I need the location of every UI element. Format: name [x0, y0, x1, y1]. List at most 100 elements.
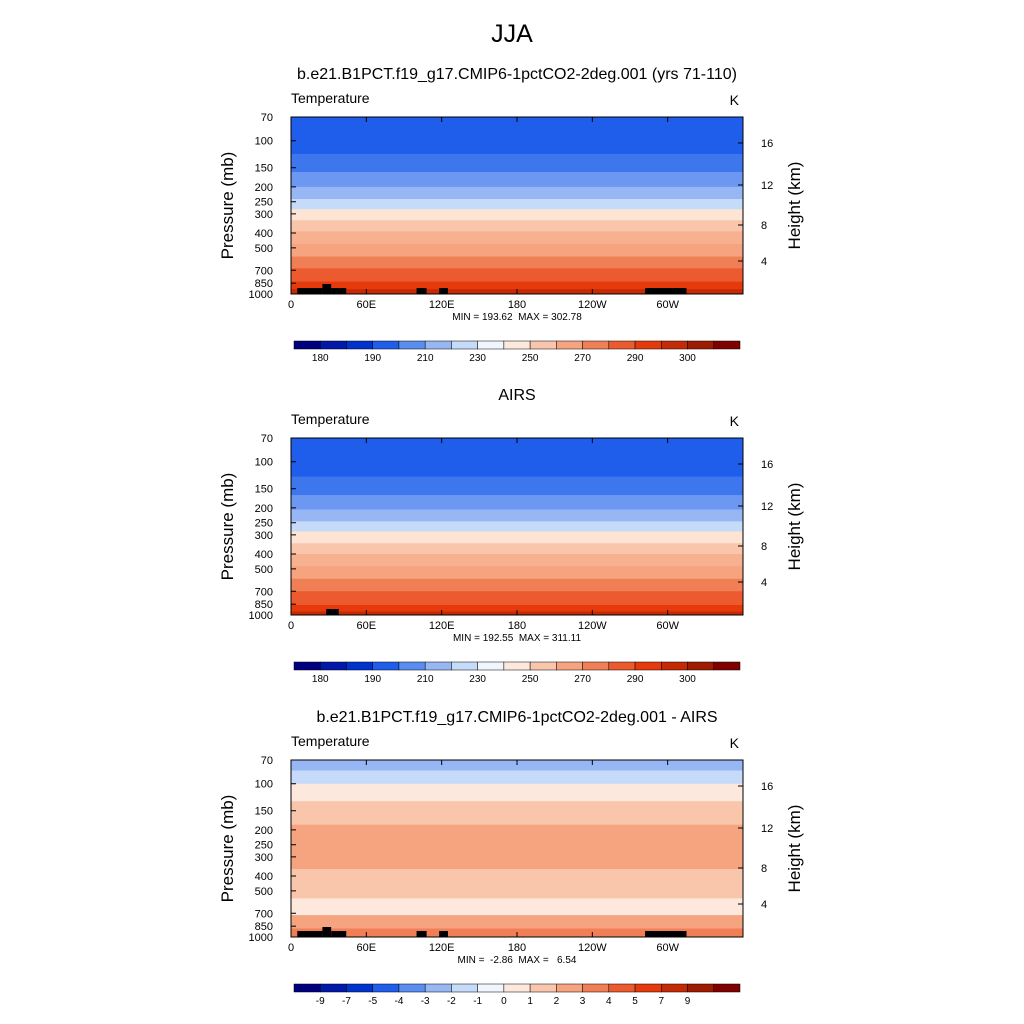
colorbar-swatch: [451, 983, 478, 993]
right-tick-label: 16: [761, 781, 773, 793]
colorbar-swatch: [556, 983, 583, 993]
contour-band-3: [291, 783, 743, 802]
y-tick-label: 150: [255, 484, 273, 496]
colorbar-swatch: [713, 661, 741, 671]
topography-block: [439, 931, 448, 937]
colorbar-label: 5: [632, 996, 638, 1007]
right-tick-label: 12: [761, 180, 773, 192]
colorbar-swatch: [687, 661, 715, 671]
x-tick-label: 0: [288, 942, 294, 954]
y-tick-label: 150: [255, 806, 273, 818]
colorbar-swatch: [503, 340, 531, 350]
contour-bands: [291, 760, 743, 938]
topography-block: [416, 931, 427, 937]
topography-block: [416, 288, 427, 294]
panel-title: b.e21.B1PCT.f19_g17.CMIP6-1pctCO2-2deg.0…: [297, 66, 737, 83]
min-max-label: MIN = -2.86 MAX = 6.54: [458, 955, 577, 966]
topography-block: [645, 931, 687, 937]
contour-band-3: [291, 172, 743, 188]
chart-panel-1: b.e21.B1PCT.f19_g17.CMIP6-1pctCO2-2deg.0…: [218, 66, 804, 364]
colorbar-label: 3: [580, 996, 586, 1007]
topography-block: [439, 288, 448, 294]
units-label: K: [730, 92, 740, 108]
colorbar-swatch: [451, 661, 478, 671]
y-tick-label: 700: [255, 908, 273, 920]
right-tick-label: 8: [761, 220, 767, 232]
colorbar-label: 0: [501, 996, 507, 1007]
colorbar-swatch: [477, 661, 505, 671]
topography-block: [645, 288, 687, 294]
colorbar-label: 210: [417, 674, 434, 685]
y-axis-label: Pressure (mb): [218, 795, 237, 903]
colorbar-label: 230: [469, 674, 486, 685]
panel-title: AIRS: [498, 387, 535, 404]
contour-band-7: [291, 543, 743, 555]
y-tick-label: 700: [255, 265, 273, 277]
y-tick-label: 850: [255, 599, 273, 611]
contour-band-12: [291, 281, 743, 290]
x-tick-label: 60E: [357, 620, 377, 632]
colorbar-swatch: [424, 661, 452, 671]
colorbar-label: 1: [527, 996, 533, 1007]
right-axis-label: Height (km): [785, 805, 804, 893]
y-tick-label: 1000: [249, 289, 273, 301]
min-max-label: MIN = 192.55 MAX = 311.11: [453, 633, 581, 644]
y-tick-label: 400: [255, 549, 273, 561]
contour-band-10: [291, 256, 743, 269]
y-tick-label: 400: [255, 228, 273, 240]
panel-title: b.e21.B1PCT.f19_g17.CMIP6-1pctCO2-2deg.0…: [316, 709, 717, 726]
contour-band-7: [291, 898, 743, 916]
colorbar-swatch: [372, 983, 400, 993]
colorbar-swatch: [424, 340, 452, 350]
x-tick-label: 120W: [578, 620, 607, 632]
x-tick-label: 60E: [357, 299, 377, 311]
colorbar-swatch: [634, 983, 662, 993]
contour-band-12: [291, 604, 743, 613]
colorbar-swatch: [556, 340, 583, 350]
contour-band-2: [291, 476, 743, 496]
y-axis-label: Pressure (mb): [218, 152, 237, 260]
colorbar-swatch: [634, 340, 662, 350]
colorbar-label: 270: [574, 353, 591, 364]
colorbar-label: 210: [417, 353, 434, 364]
colorbar-label: 290: [627, 674, 644, 685]
contour-band-6: [291, 868, 743, 899]
topography-block: [337, 931, 347, 937]
chart-panel-3: b.e21.B1PCT.f19_g17.CMIP6-1pctCO2-2deg.0…: [218, 709, 804, 1007]
topography-block: [326, 609, 339, 615]
colorbar-label: 9: [685, 996, 691, 1007]
y-tick-label: 250: [255, 840, 273, 852]
colorbar-swatch: [398, 661, 426, 671]
min-max-label: MIN = 193.62 MAX = 302.78: [452, 312, 582, 323]
x-tick-label: 180: [508, 620, 526, 632]
contour-band-8: [291, 915, 743, 929]
colorbar-swatch: [424, 983, 452, 993]
y-tick-label: 100: [255, 779, 273, 791]
x-tick-label: 120W: [578, 299, 607, 311]
colorbar-label: 190: [364, 674, 381, 685]
colorbar-swatch: [582, 340, 610, 350]
colorbar-swatch: [634, 661, 662, 671]
y-tick-label: 70: [261, 433, 273, 445]
right-tick-label: 4: [761, 577, 767, 589]
x-tick-label: 120E: [429, 620, 455, 632]
colorbar-swatch: [293, 661, 321, 671]
contour-band-9: [291, 243, 743, 258]
right-tick-label: 12: [761, 501, 773, 513]
contour-band-2: [291, 153, 743, 173]
x-tick-label: 60W: [656, 942, 679, 954]
y-tick-label: 200: [255, 182, 273, 194]
contour-band-8: [291, 554, 743, 567]
x-tick-label: 120E: [429, 942, 455, 954]
y-axis-label: Pressure (mb): [218, 473, 237, 581]
colorbar-swatch: [319, 983, 347, 993]
contour-band-6: [291, 531, 743, 544]
colorbar-swatch: [346, 983, 373, 993]
right-tick-label: 16: [761, 459, 773, 471]
colorbar: 180 190 210 230 250 270 290 300: [293, 340, 741, 364]
contour-band-2: [291, 770, 743, 785]
right-axis-label: Height (km): [785, 483, 804, 571]
y-tick-label: 250: [255, 518, 273, 530]
colorbar-swatch: [346, 661, 373, 671]
